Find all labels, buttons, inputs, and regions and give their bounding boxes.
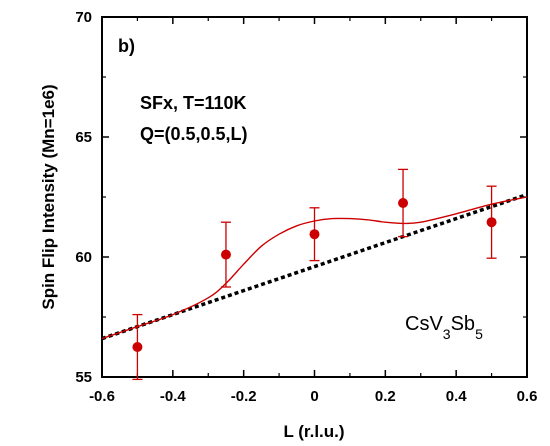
baseline-dashed-line	[101, 192, 528, 341]
x-tick-label: -0.2	[231, 388, 257, 405]
compound-base-2: Sb	[451, 313, 475, 335]
y-tick-label: 65	[75, 129, 92, 146]
data-points-layer	[132, 168, 497, 381]
x-tick-label: 0.2	[375, 388, 396, 405]
y-tick-label: 60	[75, 249, 92, 266]
x-tick-label: -0.4	[160, 388, 187, 405]
compound-label: CsV3Sb5	[405, 313, 483, 342]
compound-sub-1: 3	[443, 326, 451, 342]
data-point	[132, 342, 143, 352]
y-tick-label: 70	[75, 9, 92, 26]
x-tick-label: 0.4	[446, 388, 468, 405]
data-point	[220, 249, 231, 260]
x-axis-label: L (r.l.u.)	[283, 422, 344, 441]
x-tick-label: -0.6	[89, 388, 115, 405]
x-tick-label: 0	[310, 388, 318, 405]
compound-base-1: CsV	[405, 313, 443, 335]
x-tick-label: 0.6	[517, 388, 538, 405]
axis-ticks: -0.6 -0.4 -0.2 0 0.2 0.4 0.6 55 60 65 70	[75, 9, 537, 405]
data-point	[398, 198, 409, 208]
baseline-layer	[101, 192, 528, 341]
panel-label: b)	[118, 36, 135, 56]
annotation-line-1: SFx, T=110K	[140, 93, 247, 113]
data-point	[486, 217, 497, 228]
compound-sub-2: 5	[475, 326, 483, 342]
annotation-line-2: Q=(0.5,0.5,L)	[140, 124, 248, 144]
y-tick-label: 55	[75, 369, 92, 386]
data-point	[309, 229, 320, 240]
y-axis-label: Spin Flip Intensity (Mn=1e6)	[39, 84, 58, 309]
